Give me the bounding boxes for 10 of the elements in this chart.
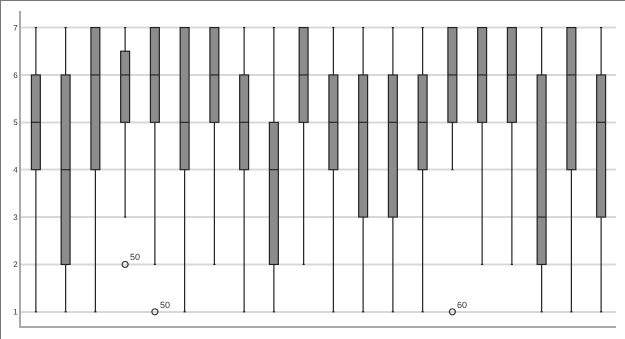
y-tick-label: 7 [13, 23, 18, 32]
y-tick-label: 6 [13, 70, 18, 80]
annotation: 50 [160, 300, 170, 310]
y-tick-label: 3 [13, 212, 18, 222]
y-tick-label: 4 [13, 165, 18, 174]
annotation: 50 [130, 252, 140, 262]
y-tick-label: 1 [13, 308, 18, 317]
y-tick-label: 5 [13, 118, 18, 128]
annotation: 60 [457, 300, 468, 310]
y-tick-label: 2 [13, 260, 18, 270]
